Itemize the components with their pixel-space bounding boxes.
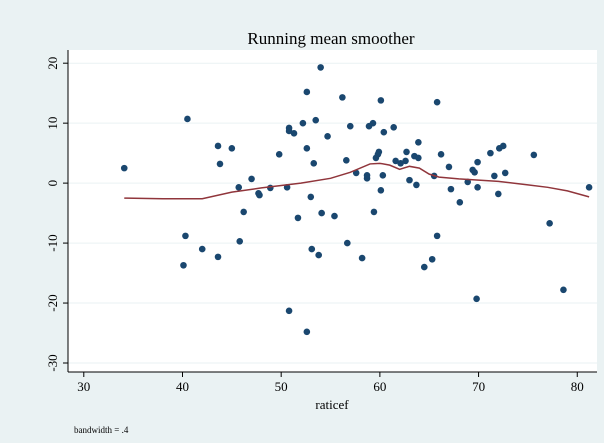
point [267, 184, 274, 192]
point [403, 148, 410, 156]
x-tick-label: 80 [571, 379, 584, 394]
point [530, 151, 538, 159]
point [415, 154, 422, 162]
point [474, 184, 481, 191]
x-tick-label: 70 [472, 379, 485, 394]
point [495, 190, 502, 198]
point [310, 160, 318, 167]
point [415, 139, 422, 146]
y-tick-label: 10 [45, 117, 60, 130]
point [307, 193, 315, 201]
point [228, 145, 236, 152]
x-tick-label: 30 [77, 379, 90, 394]
point [331, 212, 338, 220]
point [324, 133, 331, 140]
point [375, 148, 383, 156]
point [303, 145, 311, 152]
point [501, 169, 509, 177]
point [235, 184, 243, 191]
point [474, 158, 481, 166]
point [256, 191, 263, 199]
point [420, 263, 428, 271]
point [344, 239, 351, 247]
point [285, 307, 293, 315]
point [182, 232, 189, 240]
point [546, 219, 553, 227]
point [445, 163, 453, 171]
point [402, 157, 409, 165]
point [214, 253, 222, 261]
point [317, 64, 324, 71]
y-tick-label: -10 [45, 234, 60, 251]
x-tick-label: 40 [176, 379, 189, 394]
point [308, 245, 316, 253]
point [433, 98, 441, 106]
point [447, 185, 455, 193]
point [377, 97, 385, 104]
point [390, 124, 397, 131]
point [343, 157, 350, 164]
point [285, 127, 293, 135]
point [290, 130, 298, 137]
point [370, 208, 378, 216]
point [380, 128, 388, 136]
x-tick-label: 50 [275, 379, 288, 394]
point [299, 119, 307, 127]
point [379, 172, 387, 179]
point [312, 116, 320, 124]
point [339, 94, 346, 101]
point [294, 214, 302, 222]
smoother-line [124, 162, 590, 200]
point [437, 151, 445, 158]
point [369, 119, 377, 127]
point [318, 209, 325, 217]
note: bandwidth = .4 [74, 425, 129, 435]
point [560, 286, 567, 294]
point [363, 172, 371, 179]
point [397, 160, 404, 167]
y-tick-label: 20 [45, 57, 60, 70]
chart-title: Running mean smoother [247, 29, 414, 48]
plot-area [68, 50, 597, 372]
point [180, 261, 187, 269]
point [473, 295, 480, 303]
point [406, 176, 413, 184]
point [275, 151, 283, 158]
point [413, 181, 420, 189]
point [120, 164, 128, 172]
point [487, 149, 494, 157]
point [184, 115, 191, 123]
point [214, 142, 222, 150]
point [499, 142, 507, 150]
y-tick-label: 0 [45, 180, 60, 187]
point [358, 254, 366, 262]
point [248, 175, 255, 183]
point [392, 157, 399, 165]
point [585, 184, 593, 191]
y-tick-label: -30 [45, 354, 60, 371]
point [471, 169, 478, 176]
point [198, 245, 206, 253]
point [216, 160, 224, 168]
point [303, 88, 311, 96]
point [491, 172, 498, 180]
point [433, 232, 441, 240]
x-axis-label: raticef [315, 397, 349, 412]
point [346, 122, 354, 130]
point [428, 255, 436, 263]
point [315, 251, 322, 259]
point [236, 237, 244, 245]
point [377, 187, 385, 194]
point [303, 328, 311, 336]
point [240, 208, 247, 216]
y-tick-label: -20 [45, 294, 60, 311]
point [456, 199, 464, 206]
x-tick-label: 60 [373, 379, 386, 394]
